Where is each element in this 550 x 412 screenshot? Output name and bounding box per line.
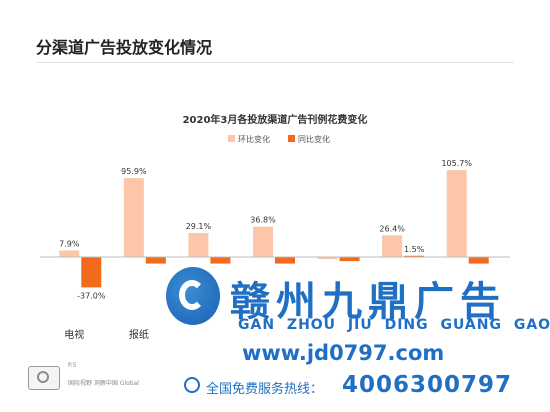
legend-swatch xyxy=(288,135,295,142)
page-title: 分渠道广告投放变化情况 xyxy=(36,38,213,57)
data-label: -37.0% xyxy=(77,291,106,300)
watermark-url: www.jd0797.com xyxy=(242,341,445,365)
bar-mom xyxy=(446,170,467,257)
data-label: 7.9% xyxy=(59,240,80,249)
footer: P.5 国际视野 洞察中国 Global xyxy=(28,356,208,396)
bar-mom xyxy=(317,257,338,260)
category-label: 报纸 xyxy=(129,328,149,341)
bar-mom xyxy=(59,250,80,257)
legend-swatch xyxy=(228,135,235,142)
company-logo-icon xyxy=(28,366,60,390)
bar-mom xyxy=(382,235,403,257)
watermark-company-name: 赣州九鼎广告 xyxy=(230,279,506,325)
bar-yoy xyxy=(339,257,360,262)
bar-mom xyxy=(123,178,144,257)
legend-label: 同比变化 xyxy=(298,134,330,144)
data-label: 1.5% xyxy=(404,245,425,254)
page-number: P.5 xyxy=(68,362,77,369)
chart-title: 2020年3月各投放渠道广告刊例花费变化 xyxy=(183,113,368,126)
title-divider xyxy=(36,62,514,63)
bar-mom xyxy=(253,226,273,257)
data-label: 26.4% xyxy=(379,224,405,233)
data-label: 29.1% xyxy=(186,222,212,231)
footer-slogan: 国际视野 洞察中国 Global xyxy=(68,380,139,387)
bar-yoy xyxy=(81,257,102,288)
bar-yoy xyxy=(275,257,295,264)
data-label: 36.8% xyxy=(250,216,276,225)
watermark-overlay: 赣州九鼎广告 GAN ZHOU JIU DING GUANG GAO www.j… xyxy=(150,255,550,412)
bar-yoy xyxy=(145,257,166,264)
data-label: 105.7% xyxy=(441,159,472,168)
bar-yoy xyxy=(404,255,425,257)
phone-icon xyxy=(184,377,200,393)
category-label: 电视 xyxy=(64,328,84,341)
legend-label: 环比变化 xyxy=(238,134,270,144)
bar-mom xyxy=(188,233,209,257)
watermark-pinyin: GAN ZHOU JIU DING GUANG GAO xyxy=(238,317,550,333)
watermark-logo-icon xyxy=(166,267,220,325)
bar-yoy xyxy=(468,257,489,264)
data-label: 95.9% xyxy=(121,167,147,176)
bar-yoy xyxy=(210,257,231,264)
watermark-hotline-label: 全国免费服务热线： xyxy=(206,382,324,397)
watermark-hotline-number: 4006300797 xyxy=(342,372,513,398)
